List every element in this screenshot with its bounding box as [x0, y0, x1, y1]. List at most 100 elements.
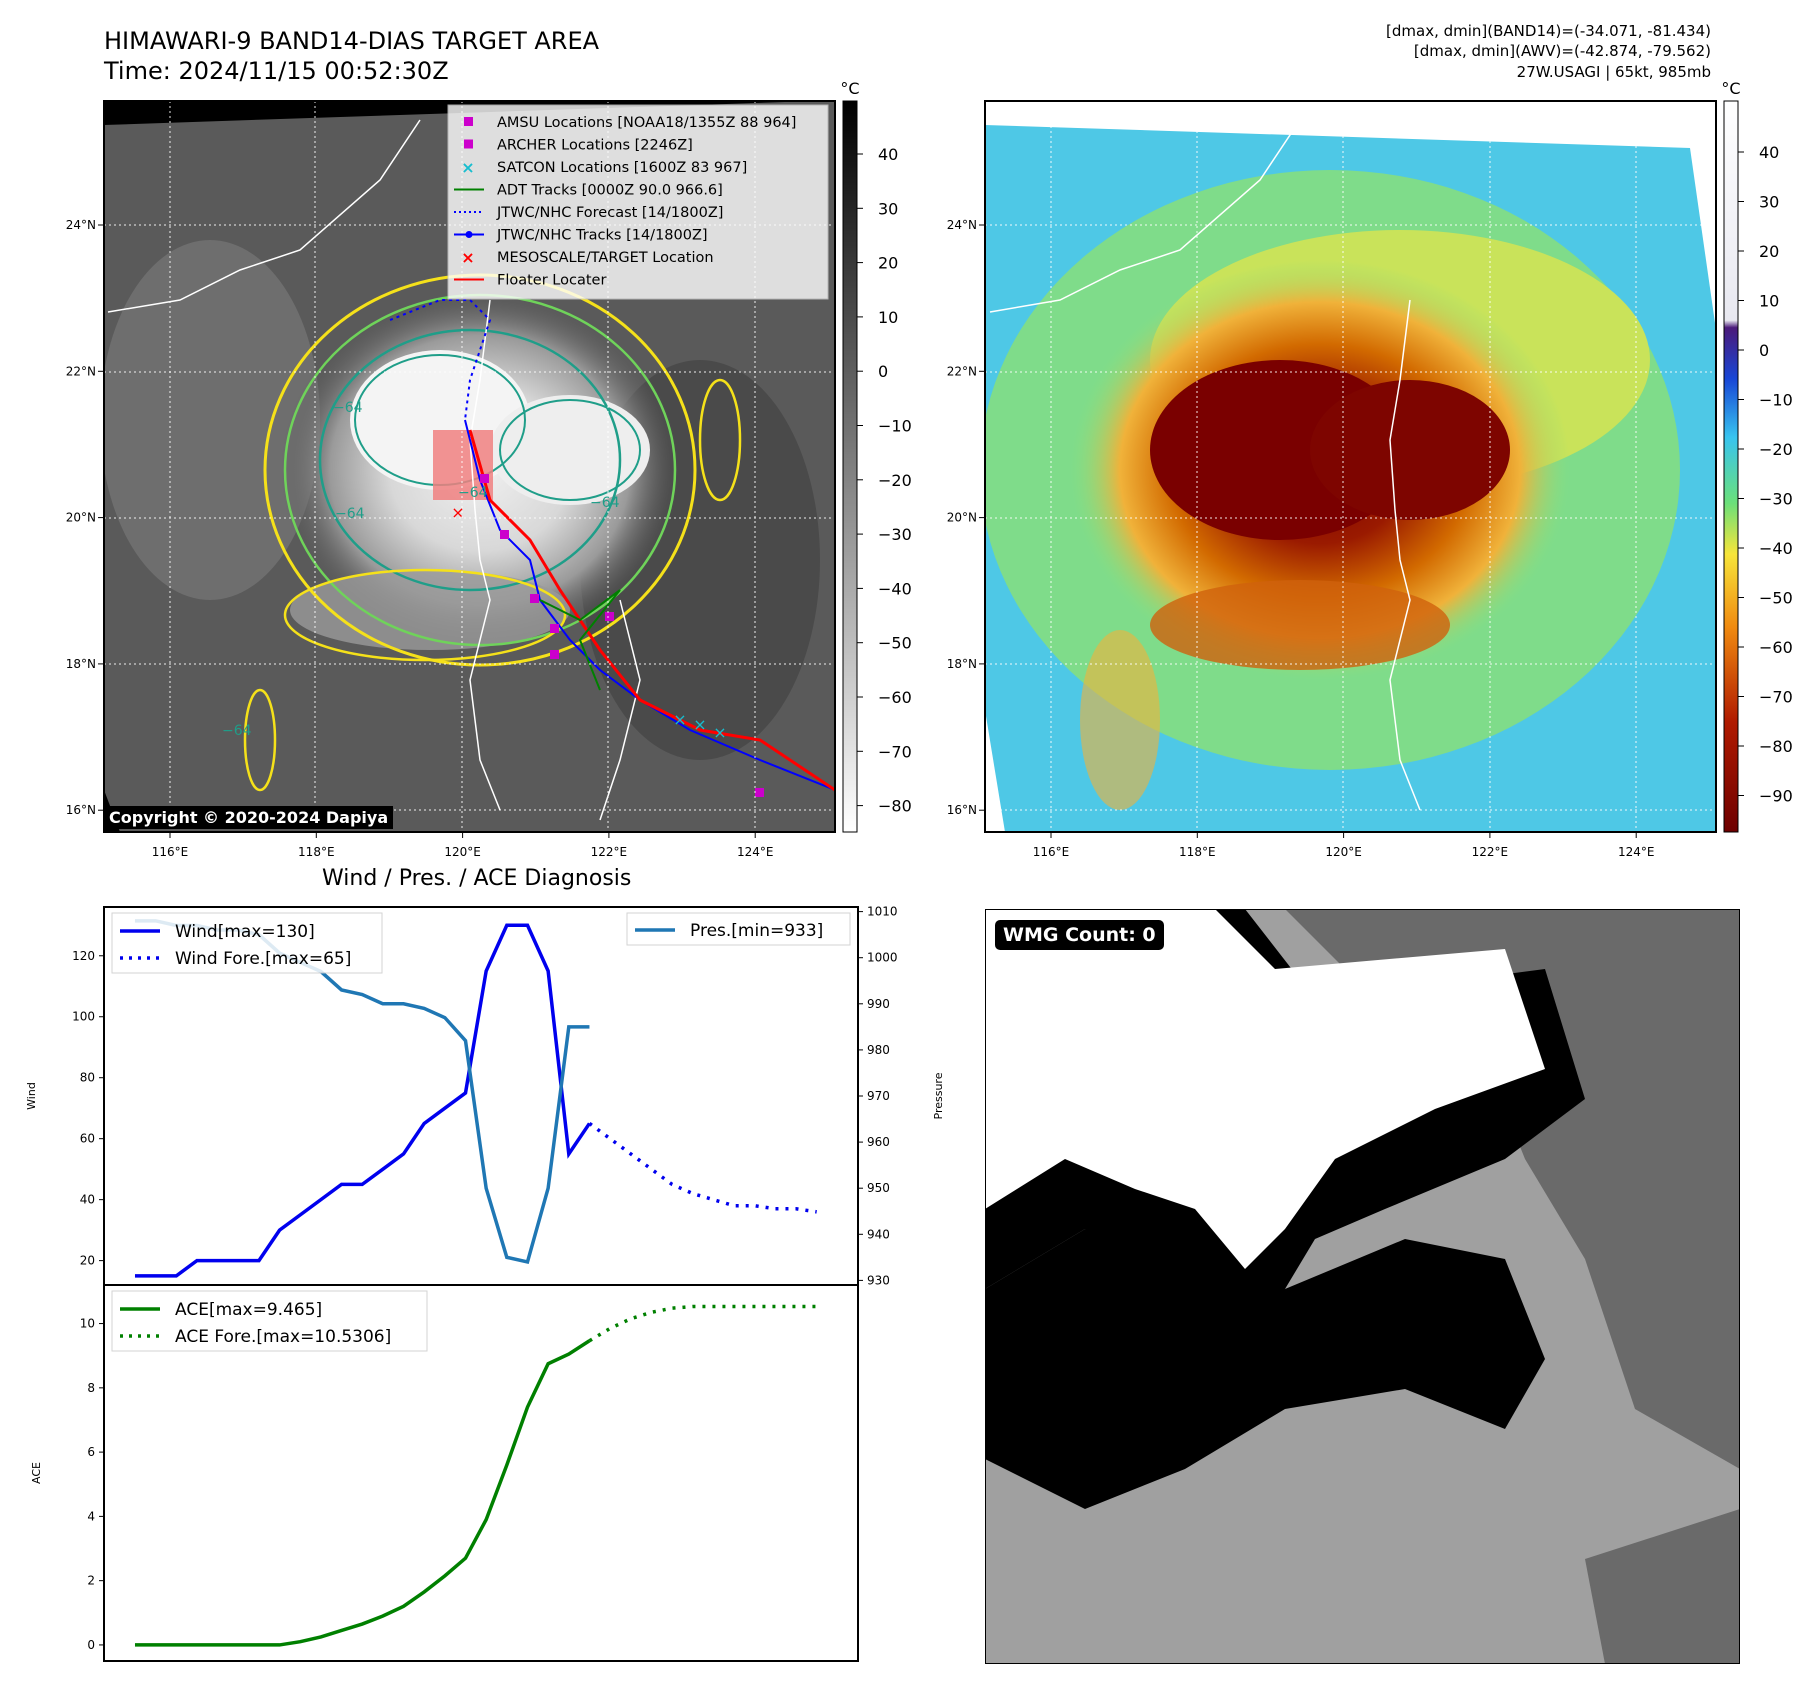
svg-text:×: ×: [451, 503, 464, 522]
lat-tick-label: 20°N: [947, 511, 977, 525]
colorbar-tick-label: 20: [1759, 242, 1779, 261]
diagnosis-chart: 2040608010012093094095096097098099010001…: [25, 905, 945, 1662]
awv-map-image: [985, 101, 1716, 832]
lat-tick-label: 24°N: [947, 218, 977, 232]
ace-forecast-line: [588, 1304, 817, 1343]
legend-label: SATCON Locations [1600Z 83 967]: [497, 160, 747, 176]
band14-map-panel: × × × × −64 −64 −64 −64 −64 AMSU Locatio…: [66, 79, 1793, 859]
lon-tick-label: 124°E: [737, 845, 774, 859]
lon-tick-label: 116°E: [1033, 845, 1070, 859]
legend-marker: [464, 117, 473, 126]
colorbar-tick-label: 10: [878, 308, 898, 327]
legend-label: Floater Locater: [497, 273, 606, 289]
map-legend: AMSU Locations [NOAA18/1355Z 88 964] ARCH…: [447, 104, 829, 300]
lat-tick-label: 22°N: [947, 364, 977, 378]
wind-ytick-label: 100: [72, 1010, 95, 1024]
svg-text:×: ×: [673, 710, 686, 729]
diagnosis-title: Wind / Pres. / ACE Diagnosis: [322, 866, 632, 891]
contour-label: −64: [335, 506, 365, 522]
colorbar-tick-label: 0: [1759, 341, 1769, 360]
lat-tick-label: 18°N: [66, 657, 96, 671]
lat-tick-label: 16°N: [947, 803, 977, 817]
ace-ytick-label: 4: [87, 1509, 95, 1523]
copyright-label: Copyright © 2020-2024 Dapiya: [104, 806, 394, 829]
legend-marker: ×: [461, 248, 474, 267]
ace-ytick-label: 8: [87, 1381, 95, 1395]
figure-title: HIMAWARI-9 BAND14-DIAS TARGET AREA: [104, 27, 600, 55]
pressure-ytick-label: 940: [867, 1227, 890, 1241]
colorbar-unit: °C: [1721, 79, 1740, 98]
colorbar-tick-label: −70: [878, 742, 912, 761]
wind-ytick-label: 20: [80, 1254, 95, 1268]
svg-text:×: ×: [713, 723, 726, 742]
wind-ytick-label: 60: [80, 1132, 95, 1146]
ace-legend: ACE[max=9.465] ACE Fore.[max=10.5306]: [111, 1290, 428, 1352]
legend-label: ACE[max=9.465]: [175, 1300, 322, 1320]
storm-info: 27W.USAGI | 65kt, 985mb: [1516, 63, 1711, 81]
lon-tick-label: 116°E: [152, 845, 189, 859]
colorbar-tick-label: −10: [878, 417, 912, 436]
lon-tick-label: 122°E: [1472, 845, 1509, 859]
lat-tick-label: 20°N: [66, 511, 96, 525]
stats-awv: [dmax, dmin](AWV)=(-42.874, -79.562): [1413, 42, 1711, 60]
lat-tick-label: 16°N: [66, 803, 96, 817]
legend-label: Wind[max=130]: [175, 922, 315, 942]
colorbar-tick-label: 0: [878, 362, 888, 381]
legend-label: ADT Tracks [0000Z 90.0 966.6]: [497, 183, 723, 199]
contour-label: −64: [333, 400, 363, 416]
band14-colorbar: [842, 100, 858, 833]
legend-label: JTWC/NHC Tracks [14/1800Z]: [496, 228, 708, 244]
colorbar-unit: °C: [840, 79, 859, 98]
colorbar-tick-label: 40: [878, 145, 898, 164]
colorbar-tick-label: −60: [1759, 638, 1793, 657]
wmg-panel: [985, 909, 1740, 1664]
ace-legend-box: [111, 1290, 428, 1352]
legend-label: ARCHER Locations [2246Z]: [497, 138, 693, 154]
lat-tick-label: 18°N: [947, 657, 977, 671]
colorbar-tick-label: −70: [1759, 688, 1793, 707]
colorbar-tick-label: 30: [1759, 193, 1779, 212]
legend-marker: [464, 139, 473, 149]
colorbar-tick-label: 20: [878, 254, 898, 273]
ace-ytick-label: 2: [87, 1574, 95, 1588]
lon-tick-label: 122°E: [591, 845, 628, 859]
ace-axis-label: ACE: [30, 1462, 43, 1484]
ace-line: [134, 1339, 591, 1647]
figure-time: Time: 2024/11/15 00:52:30Z: [104, 57, 449, 85]
legend-marker: ×: [461, 158, 474, 177]
contour-label: −64: [590, 495, 620, 511]
lon-tick-label: 120°E: [1325, 845, 1362, 859]
wind-legend: Wind[max=130] Wind Fore.[max=65] Pres.[min…: [111, 912, 851, 974]
lat-tick-label: 22°N: [66, 364, 96, 378]
colorbar-tick-label: −10: [1759, 391, 1793, 410]
wind-ytick-label: 80: [80, 1071, 95, 1085]
pressure-ytick-label: 960: [867, 1135, 890, 1149]
svg-text:×: ×: [693, 715, 706, 734]
colorbar-tick-label: 10: [1759, 292, 1779, 311]
colorbar-tick-label: 30: [878, 199, 898, 218]
colorbar-tick-label: −30: [878, 525, 912, 544]
legend-label: Wind Fore.[max=65]: [175, 949, 351, 969]
lon-tick-label: 118°E: [298, 845, 335, 859]
colorbar-tick-label: −50: [878, 634, 912, 653]
wind-axis-label: Wind: [25, 1082, 38, 1110]
pressure-ytick-label: 930: [867, 1273, 890, 1287]
wind-legend-box: [111, 912, 383, 974]
pressure-ytick-label: 1010: [867, 905, 898, 919]
wind-forecast-line: [588, 1122, 817, 1214]
legend-label: ACE Fore.[max=10.5306]: [175, 1327, 391, 1347]
legend-label: Pres.[min=933]: [690, 921, 823, 941]
lon-tick-label: 120°E: [444, 845, 481, 859]
legend-label: JTWC/NHC Forecast [14/1800Z]: [496, 205, 723, 221]
pressure-ytick-label: 970: [867, 1089, 890, 1103]
legend-marker: [465, 231, 473, 238]
colorbar-tick-label: 40: [1759, 143, 1779, 162]
colorbar-tick-label: −60: [878, 688, 912, 707]
colorbar-tick-label: −80: [1759, 737, 1793, 756]
wind-ytick-label: 120: [72, 949, 95, 963]
colorbar-tick-label: −20: [878, 471, 912, 490]
pressure-ytick-label: 1000: [867, 951, 898, 965]
ace-plot-frame: [103, 1284, 859, 1662]
colorbar-tick-label: −30: [1759, 490, 1793, 509]
pressure-ytick-label: 990: [867, 997, 890, 1011]
